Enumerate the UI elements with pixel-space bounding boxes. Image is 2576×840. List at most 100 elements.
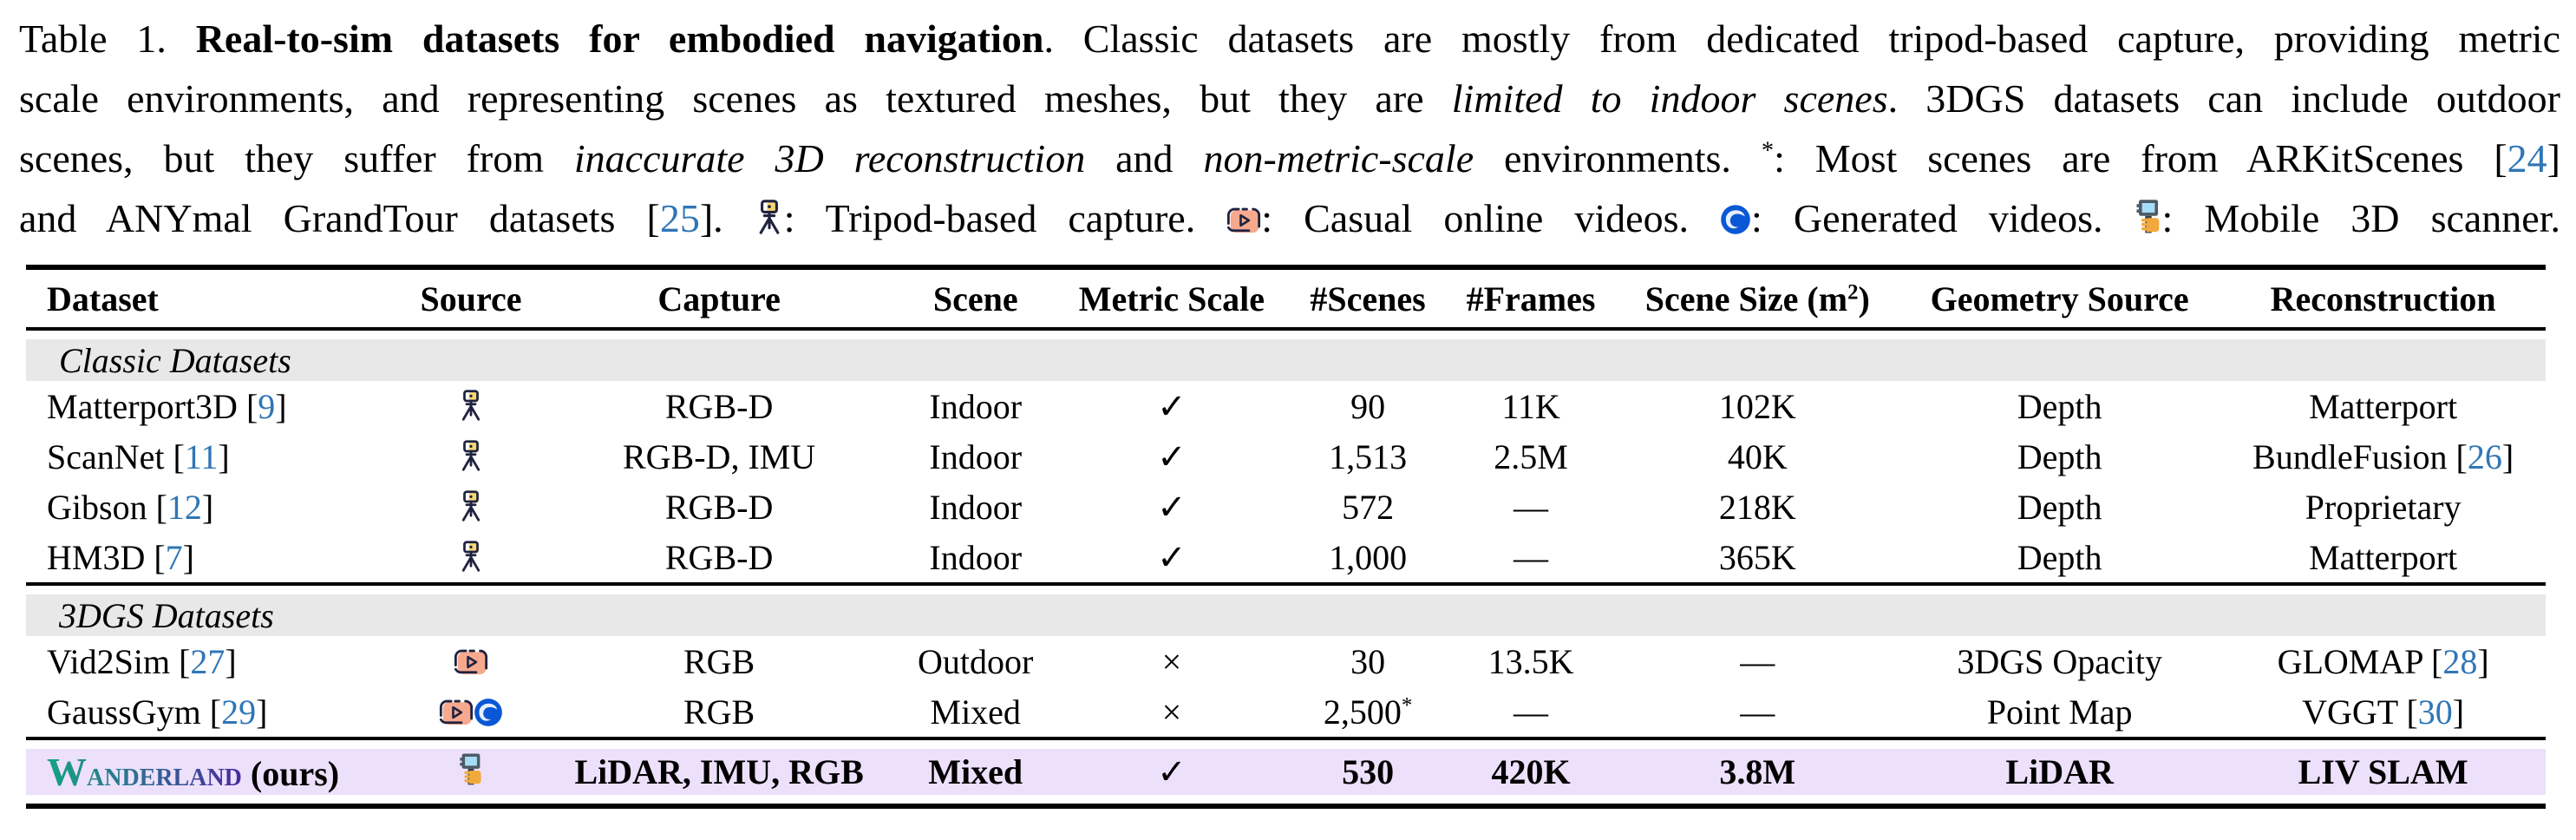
table-row: Matterport3D [9] RGB-D Indoor ✓ 90 11K 1… [26, 381, 2546, 431]
citation-link[interactable]: 24 [2507, 136, 2547, 180]
metric-scale-cell: ✓ [1053, 749, 1291, 795]
source-cell [402, 686, 540, 738]
spacer-cell [26, 795, 2546, 806]
scene-cell: Indoor [929, 386, 1023, 426]
col-scene: Scene [898, 265, 1054, 331]
dataset-name: Wanderland (ours) [26, 749, 402, 795]
source-cell [402, 749, 540, 795]
dataset-name: ScanNet [11] [47, 436, 230, 476]
citation-link[interactable]: 25 [659, 196, 700, 240]
scene-size-cell: 3.8M [1616, 749, 1899, 795]
num-scenes-value: 2,500 [1323, 692, 1402, 732]
scene-size-cell: — [1740, 641, 1775, 681]
capture-cell: RGB-D [664, 537, 774, 577]
citation-link[interactable]: 26 [2467, 436, 2502, 476]
table-row: GaussGym [29] RGB Mixed × 2,500* — — Poi… [26, 686, 2546, 738]
num-scenes-cell: 2,500* [1291, 686, 1446, 738]
table-caption: Table 1. Real-to-sim datasets for embodi… [19, 9, 2560, 248]
legend-generated-text: : Generated videos. [1751, 196, 2135, 240]
group-header-3dgs: 3DGS Datasets [26, 594, 2546, 636]
scene-cell: Outdoor [918, 641, 1034, 681]
col-num-frames: #Frames [1445, 265, 1617, 331]
source-cell [402, 636, 540, 686]
legend-tripod-text: : Tripod-based capture. [783, 196, 1227, 240]
metric-scale-cell: × [1161, 692, 1182, 732]
tripod-icon [458, 489, 484, 522]
col-geometry-source: Geometry Source [1899, 265, 2221, 331]
ours-suffix: (ours) [241, 754, 340, 793]
capture-cell: LiDAR, IMU, RGB [539, 749, 899, 795]
num-frames-cell: 13.5K [1487, 641, 1574, 681]
online-video-icon [454, 647, 488, 677]
citation-link[interactable]: 7 [165, 537, 183, 577]
recon-label: GLOMAP [2277, 641, 2422, 681]
generated-video-icon [1720, 204, 1751, 235]
geometry-source-cell: Depth [2017, 537, 2102, 577]
tripod-icon [458, 439, 484, 472]
reconstruction-cell: LIV SLAM [2220, 749, 2546, 795]
group-header-classic: Classic Datasets [26, 339, 2546, 381]
dataset-label: Vid2Sim [47, 641, 171, 681]
num-frames-cell: — [1514, 692, 1549, 732]
citation-link[interactable]: 30 [2417, 692, 2453, 732]
reconstruction-cell: GLOMAP [28] [2277, 641, 2489, 681]
recon-label: VGGT [2302, 692, 2398, 732]
table-row: Vid2Sim [27] RGB Outdoor × 30 13.5K — 3D… [26, 636, 2546, 686]
bottom-rule [26, 804, 2546, 811]
col-dataset: Dataset [26, 265, 402, 331]
reconstruction-cell: Matterport [2309, 386, 2458, 426]
metric-scale-cell: × [1161, 641, 1182, 681]
dataset-label: Gibson [47, 487, 147, 527]
tripod-icon [458, 389, 484, 422]
caption-text: : Most scenes are from ARKitScenes [ [1774, 136, 2507, 180]
brand-initial: W [47, 750, 87, 794]
citation-link[interactable]: 29 [221, 692, 257, 732]
spacer [26, 795, 2546, 806]
asterisk-marker: * [1401, 692, 1413, 717]
legend-video-text: : Casual online videos. [1261, 196, 1721, 240]
rule-cell [26, 804, 2546, 811]
dataset-label: HM3D [47, 537, 146, 577]
group-label: 3DGS Datasets [26, 594, 2546, 636]
header-text: Scene Size (m [1644, 279, 1848, 318]
table-row: Gibson [12] RGB-D Indoor ✓ 572 — 218K De… [26, 482, 2546, 532]
geometry-source-cell: Depth [2017, 386, 2102, 426]
caption-text: and [1085, 136, 1204, 180]
metric-scale-cell: ✓ [1157, 436, 1187, 476]
table-row: ScanNet [11] RGB-D, IMU Indoor ✓ 1,513 2… [26, 431, 2546, 482]
scene-cell: Indoor [929, 487, 1023, 527]
num-frames-cell: — [1514, 487, 1549, 527]
caption-title: Real-to-sim datasets for embodied naviga… [195, 16, 1044, 61]
caption-text: scale environments, and representing sce… [19, 76, 1452, 121]
col-reconstruction: Reconstruction [2220, 265, 2546, 331]
caption-text: environments. [1474, 136, 1762, 180]
num-frames-cell: — [1514, 537, 1549, 577]
citation-link[interactable]: 11 [184, 436, 219, 476]
wanderland-brand: Wanderland [47, 754, 242, 793]
reconstruction-cell: Proprietary [2305, 487, 2462, 527]
mobile-3d-scanner-icon [458, 752, 484, 787]
source-cell [402, 431, 540, 482]
spacer-cell [26, 329, 2546, 339]
geometry-source-cell: 3DGS Opacity [1957, 641, 2162, 681]
dataset-name: HM3D [7] [47, 537, 194, 577]
scene-cell: Indoor [929, 537, 1023, 577]
capture-cell: RGB [683, 692, 755, 732]
spacer-cell [26, 740, 2546, 749]
citation-link[interactable]: 28 [2442, 641, 2478, 681]
capture-cell: RGB-D [664, 487, 774, 527]
caption-label: Table 1. [19, 16, 167, 61]
num-frames-cell: 11K [1501, 386, 1560, 426]
metric-scale-cell: ✓ [1157, 487, 1187, 527]
citation-link[interactable]: 9 [258, 386, 276, 426]
citation-link[interactable]: 27 [190, 641, 226, 681]
scene-size-cell: 218K [1718, 487, 1796, 527]
reconstruction-cell: VGGT [30] [2302, 692, 2465, 732]
caption-text: . 3DGS datasets can include outdoor [1887, 76, 2560, 121]
source-cell [402, 532, 540, 584]
citation-link[interactable]: 12 [167, 487, 202, 527]
num-scenes-cell: 1,513 [1329, 436, 1408, 476]
scene-size-cell: 365K [1718, 537, 1796, 577]
table-row: HM3D [7] RGB-D Indoor ✓ 1,000 — 365K Dep… [26, 532, 2546, 584]
legend-scanner-text: : Mobile 3D scanner. [2161, 196, 2561, 240]
